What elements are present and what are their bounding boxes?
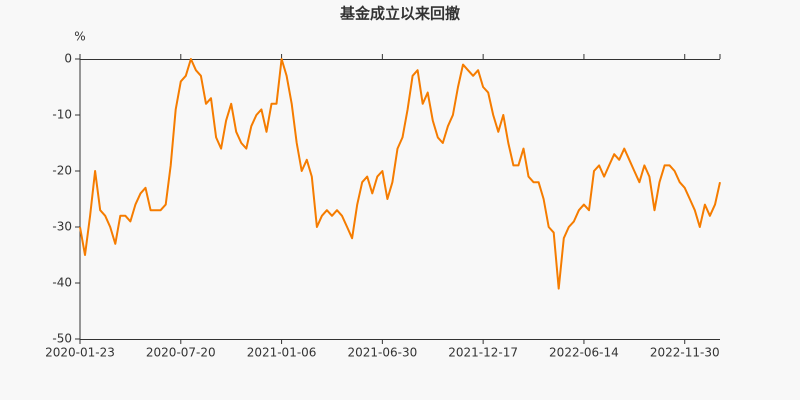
y-tick-label: -50 — [52, 332, 72, 346]
y-tick-label: -10 — [52, 108, 72, 122]
x-tick-label: 2021-12-17 — [448, 346, 518, 360]
x-tick-label: 2022-06-14 — [549, 346, 619, 360]
x-tick-label: 2020-07-20 — [146, 346, 216, 360]
line-series — [79, 58, 721, 290]
y-tick-label: -30 — [52, 220, 72, 234]
x-tick-label: 2021-01-06 — [247, 346, 317, 360]
x-tick-label: 2020-01-23 — [45, 346, 115, 360]
chart-title: 基金成立以来回撤 — [339, 5, 460, 23]
x-tick-label: 2021-06-30 — [347, 346, 417, 360]
y-tick-label: -40 — [52, 276, 72, 290]
y-tick-label: -20 — [52, 164, 72, 178]
x-tick-label: 2022-11-30 — [650, 346, 720, 360]
y-tick-label: 0 — [64, 52, 72, 66]
y-unit: % — [74, 30, 85, 44]
